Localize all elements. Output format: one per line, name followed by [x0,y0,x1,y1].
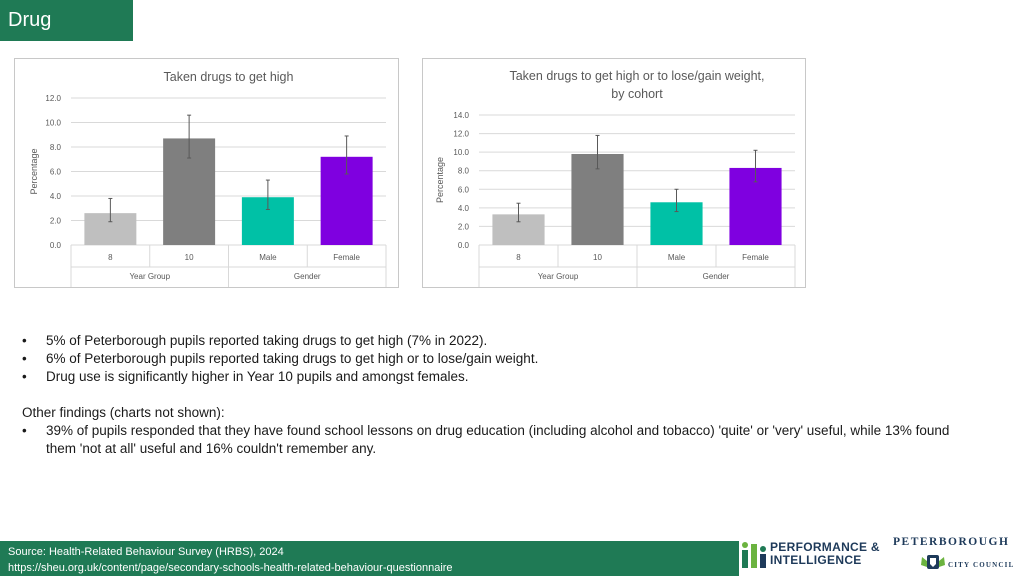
y-axis-label: Percentage [29,148,39,194]
y-tick-label: 14.0 [453,111,469,120]
x-tick-label: Male [668,253,686,262]
other-findings-heading: Other findings (charts not shown): [22,405,225,420]
x-group-label: Gender [703,272,730,281]
bullet-text: 5% of Peterborough pupils reported takin… [46,333,488,348]
y-tick-label: 8.0 [50,143,62,152]
bullet-item: • 39% of pupils responded that they have … [22,423,950,456]
y-tick-label: 4.0 [50,192,62,201]
x-group-label: Year Group [129,272,170,281]
y-tick-label: 0.0 [50,241,62,250]
bullet-text: Drug use is significantly higher in Year… [46,369,469,384]
x-tick-label: 10 [185,253,194,262]
bullet-item: • Drug use is significantly higher in Yea… [22,369,469,384]
y-tick-label: 6.0 [50,168,62,177]
x-tick-label: Female [742,253,769,262]
y-tick-label: 6.0 [458,185,470,194]
chart-drugs-high-or-weight-svg: Taken drugs to get high or to lose/gain … [435,69,796,287]
performance-intelligence-logo: PERFORMANCE & INTELLIGENCE [770,540,880,567]
y-tick-label: 2.0 [458,222,470,231]
chart-title: Taken drugs to get high [164,70,294,84]
y-tick-label: 12.0 [453,130,469,139]
y-tick-label: 0.0 [458,241,470,250]
x-tick-label: Female [333,253,360,262]
y-tick-label: 10.0 [45,119,61,128]
x-tick-label: Male [259,253,277,262]
council-crest-icon [921,555,945,569]
key-findings: • 5% of Peterborough pupils reported taki… [22,332,982,458]
x-tick-label: 8 [108,253,113,262]
chart-drugs-high-or-weight: Taken drugs to get high or to lose/gain … [422,58,806,288]
y-tick-label: 10.0 [453,148,469,157]
logo-area: PERFORMANCE & INTELLIGENCE PETERBOROUGH … [740,536,1024,576]
x-tick-label: 10 [593,253,602,262]
y-tick-label: 8.0 [458,167,470,176]
x-group-label: Year Group [538,272,579,281]
source-footer: Source: Health-Related Behaviour Survey … [0,541,739,576]
council-logo-name: PETERBOROUGH [893,536,1010,548]
y-tick-label: 2.0 [50,217,62,226]
bullet-text: 39% of pupils responded that they have f… [46,423,950,456]
y-axis-label: Percentage [435,157,445,203]
chart-drugs-high: Taken drugs to get high 0.0 2.0 4.0 6.0 8.0 10… [14,58,399,288]
chart-title: by cohort [611,87,663,101]
x-tick-label: 8 [516,253,521,262]
source-line: Source: Health-Related Behaviour Survey … [8,546,284,558]
performance-intelligence-logo-icon [742,542,766,568]
y-tick-label: 12.0 [45,94,61,103]
council-logo-subtitle: CITY COUNCIL [948,561,1015,569]
chart-drugs-high-svg: Taken drugs to get high 0.0 2.0 4.0 6.0 8.0 10… [29,70,387,287]
bullet-item: • 6% of Peterborough pupils reported taki… [22,351,539,366]
x-group-label: Gender [294,272,321,281]
slide-title: Drug [0,0,133,41]
y-tick-label: 4.0 [458,204,470,213]
chart-title: Taken drugs to get high or to lose/gain … [509,69,764,83]
bullet-text: 6% of Peterborough pupils reported takin… [46,351,539,366]
bullet-item: • 5% of Peterborough pupils reported taki… [22,333,488,348]
source-url[interactable]: https://sheu.org.uk/content/page/seconda… [8,562,453,574]
